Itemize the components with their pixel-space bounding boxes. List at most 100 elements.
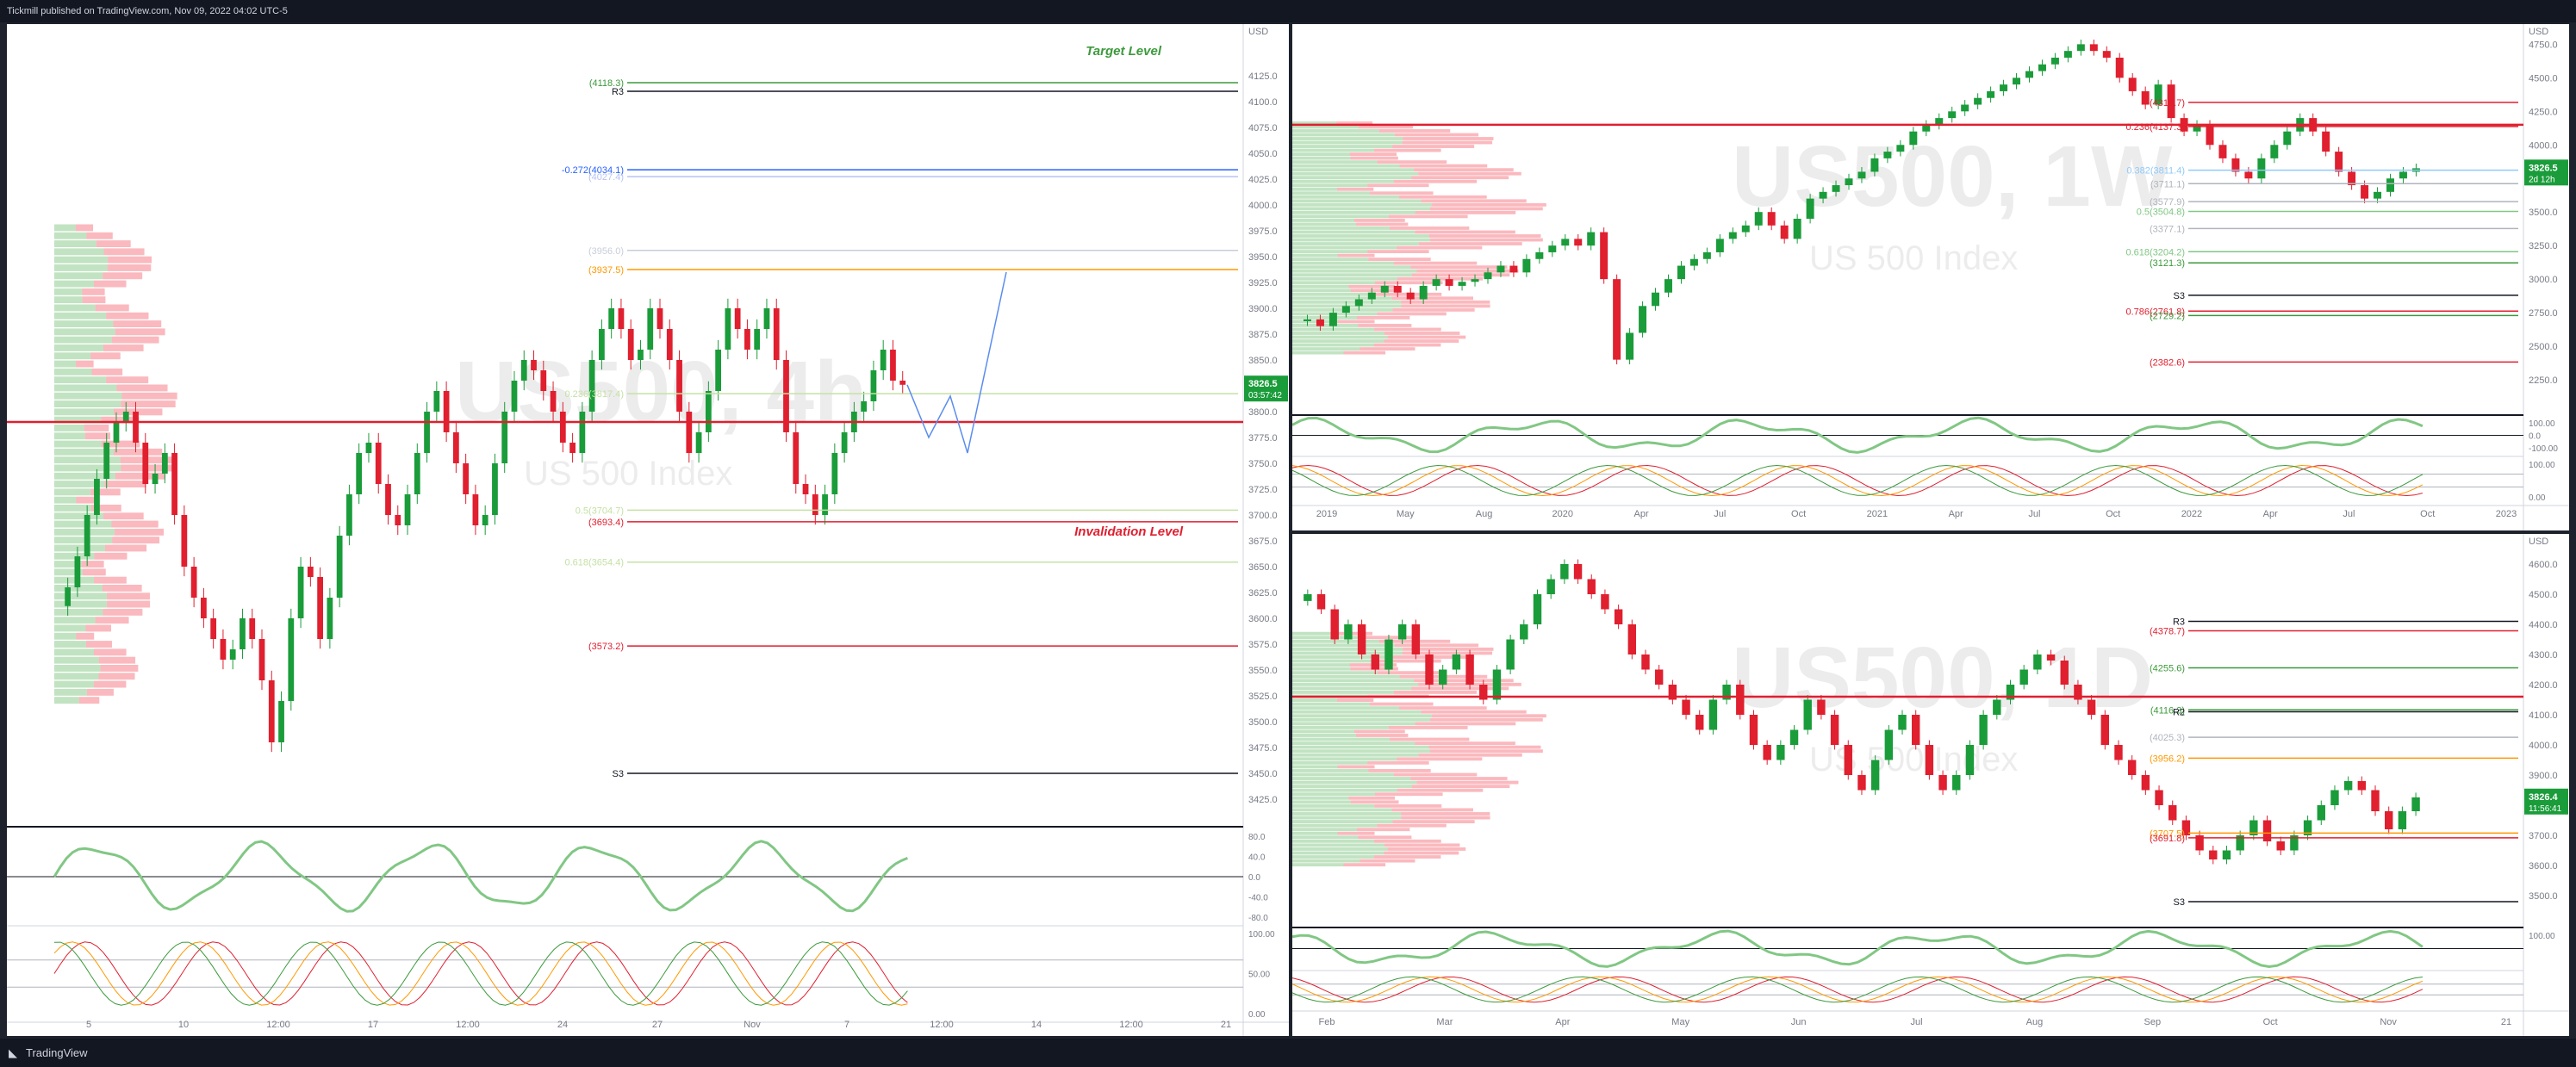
volume-profile-bar-red [81,561,104,568]
candle-body [1819,191,1827,199]
volume-profile-bar-green [1292,792,1375,797]
candle-body [2361,185,2369,199]
volume-profile-bar-green [54,384,117,392]
volume-profile-bar-green [1292,765,1338,769]
candle-body [1883,152,1892,158]
volume-profile-bar-green [1292,176,1412,180]
candle-body [346,494,352,536]
volume-profile-bar-red [1393,261,1478,265]
candle-body [181,515,188,567]
volume-profile-bar-green [1292,753,1419,757]
volume-profile-bar-red [1337,765,1375,769]
price-tick-label: 3775.0 [1248,433,1278,444]
stochastic-line [1292,976,2424,1003]
level-label: (4255.6) [2150,664,2185,674]
tradingview-logo-icon[interactable]: ◣ [9,1046,17,1059]
volume-profile-bar-green [1292,651,1403,655]
volume-profile-bar-green [1292,843,1384,847]
candle-body [773,308,780,360]
candle-body [2335,152,2343,172]
candle-body [1506,639,1515,670]
volume-profile-bar-green [54,520,112,528]
level-label: 0.618(3204.2) [2126,247,2186,257]
stochastic-line [53,941,908,1006]
volume-profile-bar-red [113,448,163,456]
candle-body [1677,265,1685,280]
candle-body [1471,279,1479,282]
candle-body [2206,124,2214,146]
volume-profile-bar-red [1387,335,1466,339]
volume-profile-bar-green [1292,350,1344,355]
level-label: S3 [2174,897,2185,908]
volume-profile-bar-red [94,576,127,584]
volume-profile-bar-green [54,537,113,544]
volume-profile-bar-green [1292,698,1337,702]
chart-pane-1d[interactable]: US500, 1D US 500 Index USD 4600.0 4500.0 44… [1292,534,2569,1036]
volume-profile-bar-green [54,248,104,256]
volume-profile-bar-red [1377,823,1447,828]
price-tick-label: 3900.0 [2529,771,2558,781]
candle-body [317,577,323,639]
footer-brand[interactable]: TradingView [26,1046,88,1059]
volume-profile-bar-red [1368,257,1431,262]
level-label: (2382.6) [2150,357,2185,368]
price-tick-label: 3925.0 [1248,278,1278,288]
volume-profile-bar-green [1292,273,1412,277]
candle-body [1614,609,1623,624]
chart-pane-4h[interactable]: US500, 4h US 500 Index USD 4125.0 4100.0 40… [7,24,1289,1036]
volume-profile-bar-red [1415,230,1515,234]
price-tick-label: 4100.0 [1248,97,1278,108]
osc-tick-label: 100.00 [1248,930,1275,940]
volume-profile-bar-green [1292,226,1390,230]
volume-profile-bar-red [1367,183,1429,188]
candle-body [297,567,304,618]
candle-body [2063,51,2072,58]
candle-body [1715,239,1724,252]
volume-profile-bar-green [1292,803,1375,808]
volume-profile-bar-red [94,552,128,560]
volume-profile-bar-red [76,496,95,504]
volume-profile-bar-green [1292,812,1402,816]
candle-body [133,412,139,443]
candle-body [414,453,420,494]
candle-body [1664,279,1672,293]
volume-profile-bar-green [54,448,114,456]
volume-profile-bar-green [1292,710,1422,714]
last-price-label: 3826.5 [2529,163,2558,173]
time-tick-label: Jul [2028,509,2040,519]
price-tick-label: 3425.0 [1248,795,1278,805]
volume-profile-bar-green [54,592,108,600]
volume-profile-bar-green [54,488,91,496]
volume-profile-bar-green [1292,745,1429,749]
volume-profile-bar-green [1292,187,1337,191]
volume-profile-bar-green [54,240,96,248]
volume-profile-bar-red [114,528,165,536]
level-label: 0.5(3504.8) [2137,207,2185,217]
volume-profile-bar-red [1360,859,1416,863]
candle-body [1993,699,2001,715]
candle-body [365,443,372,453]
currency-label: USD [1248,27,1268,37]
volume-profile-bar-green [1292,296,1392,301]
candle-body [656,308,663,329]
candle-body [1445,279,1453,286]
volume-profile-bar-red [1384,332,1460,335]
candle-body [1438,669,1447,685]
time-tick-label: 2019 [1316,509,1337,519]
volume-profile-bar-red [1348,284,1395,288]
volume-profile-bar-green [54,288,83,295]
volume-profile-bar-red [1415,210,1516,214]
stochastic-line [1292,464,2424,496]
candle-body [511,381,518,412]
osc-tick-label: 0.00 [1248,1010,1266,1020]
candle-body [1316,594,1326,610]
volume-profile-bar-red [1410,265,1508,270]
candle-body [899,381,906,385]
volume-profile-bar-green [54,232,87,239]
candle-body [579,412,586,453]
candle-body [2374,191,2382,199]
volume-profile-bar-red [103,344,144,351]
chart-pane-1w[interactable]: US500, 1W US 500 Index USD 4750.0 4500.0 42… [1292,24,2569,530]
volume-profile-bar-red [1397,276,1484,281]
candle-body [1509,265,1518,273]
